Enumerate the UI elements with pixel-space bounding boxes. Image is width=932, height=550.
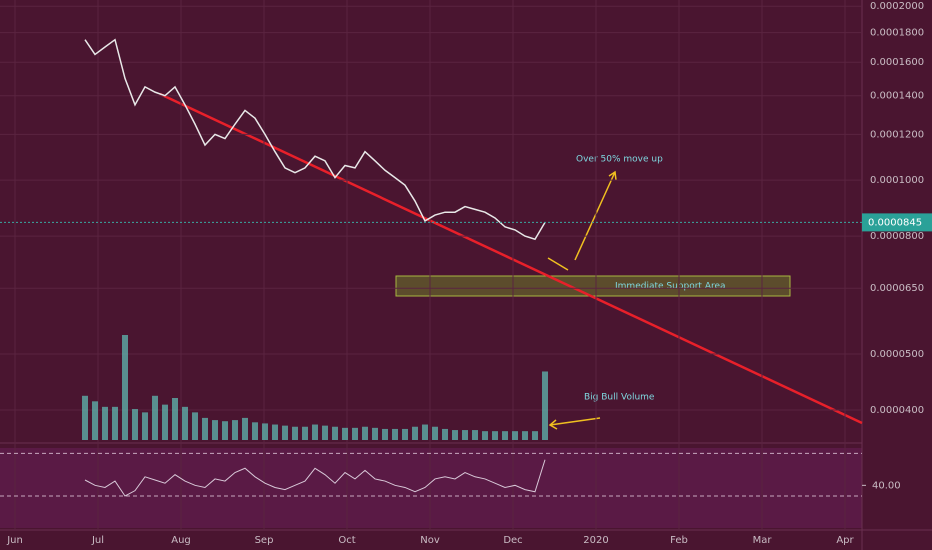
volume-bar	[292, 426, 298, 440]
volume-bar	[482, 431, 488, 440]
volume-bar	[172, 398, 178, 440]
arrow-head	[548, 419, 558, 430]
arrow	[549, 417, 601, 426]
volume-bar	[152, 395, 158, 440]
volume-bar	[422, 424, 428, 440]
volume-bar	[442, 428, 448, 440]
volume-bar	[372, 427, 378, 440]
x-tick-label: Feb	[670, 535, 688, 546]
volume-bar	[382, 428, 388, 440]
rsi-tick-label: 40.00	[872, 480, 901, 491]
arrow	[547, 257, 569, 271]
price-line	[84, 38, 546, 241]
x-tick-label: Mar	[753, 535, 773, 546]
volume-bar	[162, 404, 168, 440]
volume-bar	[82, 395, 88, 440]
annotation: Big Bull Volume	[584, 393, 655, 403]
volume-bar	[392, 428, 398, 440]
volume-bar	[312, 424, 318, 440]
volume-bar	[262, 423, 268, 440]
volume-bar	[452, 430, 458, 440]
volume-bar	[202, 417, 208, 440]
y-tick-label: 0.0000800	[870, 231, 924, 242]
arrow-head	[608, 170, 617, 181]
x-tick-label: Jun	[6, 535, 23, 546]
x-tick-label: Apr	[836, 535, 854, 546]
volume-bar	[542, 371, 548, 440]
volume-bar	[282, 425, 288, 440]
volume-bar	[342, 427, 348, 440]
volume-bar	[492, 431, 498, 440]
volume-bar	[212, 420, 218, 440]
volume-bar	[332, 426, 338, 440]
volume-bar	[532, 431, 538, 440]
last-price-label: 0.0000845	[868, 217, 922, 228]
x-tick-label: Nov	[420, 535, 440, 546]
volume-bar	[512, 431, 518, 440]
x-tick-label: Sep	[255, 535, 274, 546]
volume-bar	[352, 427, 358, 440]
volume-bar	[142, 412, 148, 440]
annotation: Immediate Support Area	[615, 282, 726, 292]
volume-bar	[192, 412, 198, 440]
y-tick-label: 0.0000400	[870, 405, 924, 416]
volume-bar	[92, 401, 98, 440]
y-tick-label: 0.0001200	[870, 129, 924, 140]
volume-bar	[302, 426, 308, 440]
trendline	[159, 92, 863, 425]
volume-bar	[272, 424, 278, 440]
volume-bar	[252, 422, 258, 440]
y-tick-label: 0.0001800	[870, 28, 924, 39]
y-tick-label: 0.0001400	[870, 91, 924, 102]
volume-bar	[362, 426, 368, 440]
y-tick-label: 0.0001600	[870, 57, 924, 68]
volume-bar	[322, 425, 328, 440]
volume-bar	[182, 406, 188, 440]
volume-bar	[122, 335, 128, 440]
annotation: Over 50% move up	[576, 155, 663, 165]
volume-bar	[112, 406, 118, 440]
volume-bar	[432, 426, 438, 440]
x-tick-label: Aug	[171, 535, 191, 546]
volume-bar	[242, 417, 248, 440]
volume-bar	[102, 406, 108, 440]
volume-bar	[402, 428, 408, 440]
support-area	[395, 275, 791, 297]
volume-bar	[412, 426, 418, 440]
x-tick-label: 2020	[583, 535, 608, 546]
x-tick-label: Jul	[91, 535, 104, 546]
rsi-pane	[0, 448, 862, 528]
volume-bar	[132, 409, 138, 440]
y-tick-label: 0.0002000	[870, 1, 924, 12]
volume-bar	[232, 420, 238, 440]
volume-bar	[222, 421, 228, 440]
y-tick-label: 0.0000500	[870, 349, 924, 360]
y-tick-label: 0.0000650	[870, 283, 924, 294]
x-tick-label: Oct	[338, 535, 355, 546]
x-tick-label: Dec	[503, 535, 522, 546]
volume-bar	[472, 430, 478, 440]
y-tick-label: 0.0001000	[870, 175, 924, 186]
volume-bar	[502, 431, 508, 440]
last-price-tag	[862, 213, 932, 232]
volume-bar	[522, 431, 528, 440]
rsi-line	[84, 459, 546, 497]
arrow	[574, 171, 616, 261]
volume-bar	[462, 430, 468, 440]
